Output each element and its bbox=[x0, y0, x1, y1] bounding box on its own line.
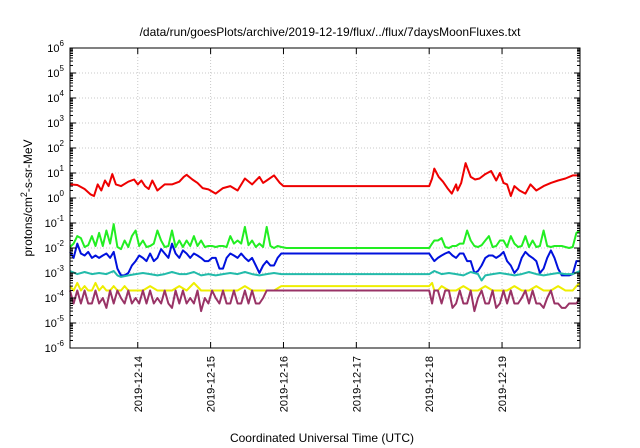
x-tick-label: 2019-12-17 bbox=[351, 356, 363, 412]
axis-ticks bbox=[70, 47, 580, 349]
y-axis-label: protons/cm2-s-sr-MeV bbox=[19, 139, 35, 256]
series-layer bbox=[69, 162, 581, 313]
series-line-4 bbox=[69, 270, 581, 282]
chart-title: /data/run/goesPlots/archive/2019-12-19/f… bbox=[140, 25, 522, 39]
x-tick-label: 2019-12-14 bbox=[133, 356, 145, 412]
y-tick-label: 104 bbox=[47, 89, 64, 105]
x-tick-label: 2019-12-18 bbox=[424, 356, 436, 412]
series-line-2 bbox=[69, 223, 581, 251]
y-tick-label: 102 bbox=[47, 139, 64, 155]
series-line-5 bbox=[69, 281, 581, 292]
x-axis-label: Coordinated Universal Time (UTC) bbox=[230, 431, 414, 445]
y-tick-label: 105 bbox=[47, 64, 64, 80]
y-tick-label: 10-2 bbox=[45, 239, 65, 255]
y-tick-label: 100 bbox=[47, 189, 64, 205]
y-tick-label: 10-1 bbox=[45, 214, 65, 230]
y-tick-label: 10-5 bbox=[45, 314, 65, 330]
series-line-6 bbox=[69, 289, 581, 313]
y-tick-label: 106 bbox=[47, 39, 64, 55]
y-tick-label: 10-4 bbox=[45, 289, 65, 305]
y-tick-label: 10-6 bbox=[45, 339, 65, 355]
series-line-3 bbox=[69, 242, 580, 277]
tick-labels: 10-6 10-5 10-4 10-3 10-2 10-1 100 101 102 103 104 1… bbox=[45, 39, 509, 412]
x-tick-label: 2019-12-19 bbox=[497, 356, 509, 412]
y-tick-label: 103 bbox=[47, 114, 64, 130]
y-tick-label: 101 bbox=[47, 164, 64, 180]
x-tick-label: 2019-12-16 bbox=[278, 356, 290, 412]
x-tick-label: 2019-12-15 bbox=[206, 356, 218, 412]
y-tick-label: 10-3 bbox=[45, 264, 65, 280]
series-line-1 bbox=[69, 162, 580, 197]
